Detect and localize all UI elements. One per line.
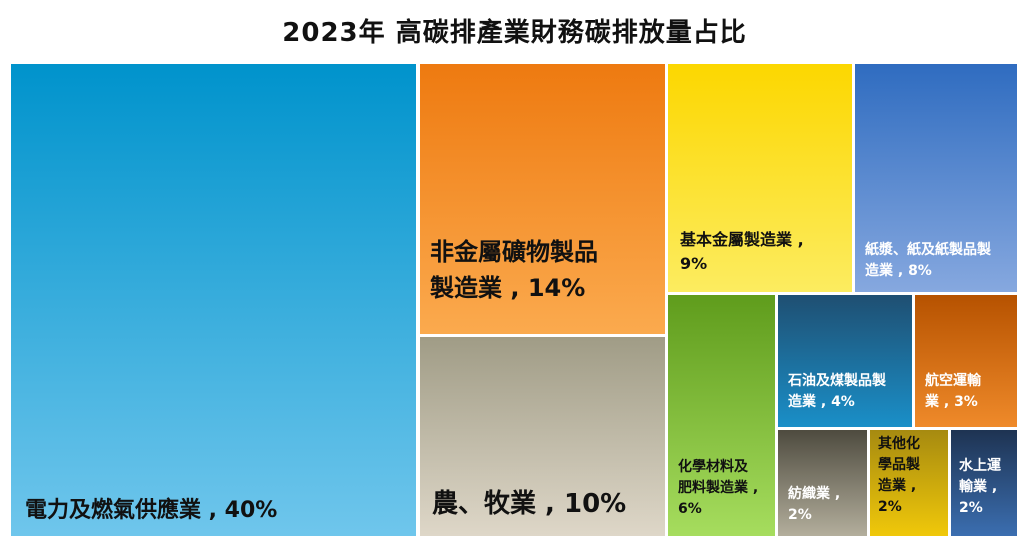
tile-label-paper: 紙漿、紙及紙製品製 造業 , 8% bbox=[865, 240, 991, 282]
tile-label-basic-metal: 基本金屬製造業 , 9% bbox=[680, 228, 804, 276]
tile-label-line: 非金屬礦物製品 bbox=[430, 238, 598, 266]
tile-label-line: 業 , 3% bbox=[925, 394, 978, 410]
tile-label-line: 基本金屬製造業 , bbox=[680, 230, 804, 249]
treemap-tile-electricity: 電力及燃氣供應業 , 40% bbox=[11, 64, 416, 536]
treemap-tile-aviation: 航空運輸業 , 3% bbox=[915, 295, 1017, 427]
tile-label-line: 造業 , 8% bbox=[865, 263, 932, 279]
treemap-tile-textile: 紡織業 , 2% bbox=[778, 430, 867, 536]
tile-label-aviation: 航空運輸業 , 3% bbox=[925, 371, 981, 413]
tile-label-line: 紡織業 , bbox=[788, 486, 841, 502]
tile-label-line: 輸業 , bbox=[959, 479, 998, 495]
tile-label-other-chemical: 其他化學品製造業 , 2% bbox=[878, 434, 920, 518]
treemap-tile-chemical-material: 化學材料及肥料製造業 , 6% bbox=[668, 295, 775, 536]
tile-label-line: 學品製 bbox=[878, 457, 920, 473]
treemap-tile-petroleum: 石油及煤製品製 造業 , 4% bbox=[778, 295, 912, 427]
tile-label-line: 2% bbox=[788, 507, 812, 523]
tile-label-nonmetal: 非金屬礦物製品 製造業 , 14% bbox=[430, 234, 598, 306]
tile-label-line: 紙漿、紙及紙製品製 bbox=[865, 242, 991, 258]
tile-label-line: 9% bbox=[680, 254, 708, 273]
tile-label-line: 農、牧業 , 10% bbox=[432, 489, 627, 519]
tile-label-line: 2% bbox=[878, 499, 902, 515]
tile-label-line: 2% bbox=[959, 500, 983, 516]
chart-title: 2023年 高碳排產業財務碳排放量占比 bbox=[282, 18, 747, 48]
treemap-tile-other-chemical: 其他化學品製造業 , 2% bbox=[870, 430, 948, 536]
treemap-tile-nonmetal: 非金屬礦物製品 製造業 , 14% bbox=[420, 64, 665, 334]
treemap-tile-paper: 紙漿、紙及紙製品製 造業 , 8% bbox=[855, 64, 1017, 292]
tile-label-line: 其他化 bbox=[878, 436, 920, 452]
tile-label-electricity: 電力及燃氣供應業 , 40% bbox=[25, 494, 277, 527]
treemap-tile-basic-metal: 基本金屬製造業 , 9% bbox=[668, 64, 852, 292]
tile-label-line: 造業 , bbox=[878, 478, 917, 494]
tile-label-line: 石油及煤製品製 bbox=[788, 373, 886, 389]
tile-label-petroleum: 石油及煤製品製 造業 , 4% bbox=[788, 371, 886, 413]
tile-label-line: 航空運輸 bbox=[925, 373, 981, 389]
tile-label-line: 水上運 bbox=[959, 458, 1001, 474]
tile-label-line: 造業 , 4% bbox=[788, 394, 855, 410]
tile-label-line: 製造業 , 14% bbox=[430, 274, 586, 302]
tile-label-line: 6% bbox=[678, 501, 702, 517]
tile-label-water-transport: 水上運輸業 , 2% bbox=[959, 456, 1001, 519]
tile-label-line: 電力及燃氣供應業 , 40% bbox=[25, 498, 278, 523]
tile-label-line: 化學材料及 bbox=[678, 459, 748, 475]
tile-label-agriculture: 農、牧業 , 10% bbox=[432, 485, 626, 524]
tile-label-line: 肥料製造業 , bbox=[678, 480, 759, 496]
treemap-tile-water-transport: 水上運輸業 , 2% bbox=[951, 430, 1017, 536]
treemap-tile-agriculture: 農、牧業 , 10% bbox=[420, 337, 665, 536]
tile-label-chemical-material: 化學材料及肥料製造業 , 6% bbox=[678, 457, 758, 520]
tile-label-textile: 紡織業 , 2% bbox=[788, 484, 840, 526]
